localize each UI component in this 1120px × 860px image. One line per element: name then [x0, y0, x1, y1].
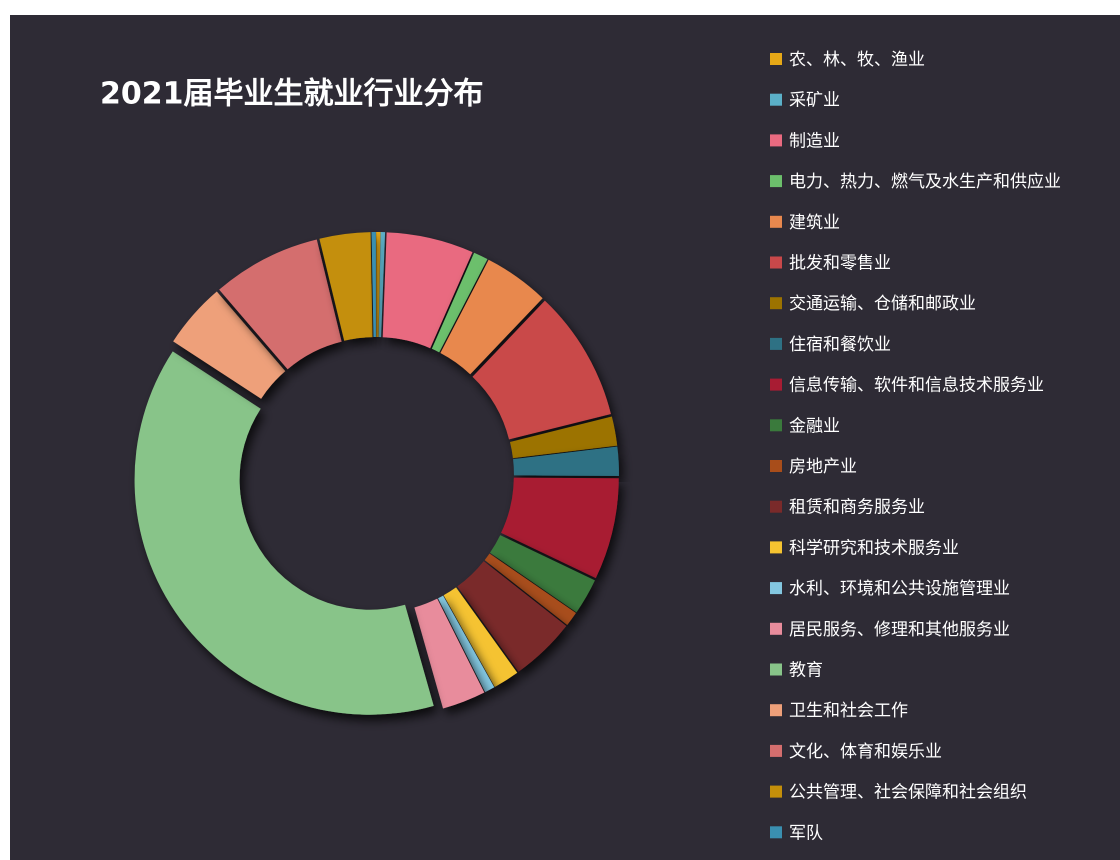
legend-label: 居民服务、修理和其他服务业: [789, 620, 1010, 640]
slice: [173, 291, 286, 399]
slice: [414, 598, 485, 709]
slice: [378, 232, 386, 338]
slice: [501, 477, 619, 579]
slice: [472, 300, 611, 440]
slice: [484, 553, 576, 625]
legend-label: 交通运输、仓储和邮政业: [789, 294, 976, 314]
legend-label: 房地产业: [789, 457, 857, 477]
donut: [134, 232, 619, 715]
legend-label: 信息传输、软件和信息技术服务业: [789, 376, 1044, 396]
legend-swatch: [770, 378, 782, 391]
legend: 农、林、牧、渔业采矿业制造业电力、热力、燃气及水生产和供应业建筑业批发和零售业交…: [770, 50, 1061, 843]
chart-title: 2021届毕业生就业行业分布: [100, 77, 484, 112]
legend-label: 文化、体育和娱乐业: [789, 742, 942, 762]
legend-swatch: [770, 93, 782, 106]
legend-swatch: [770, 53, 782, 65]
legend-swatch: [770, 785, 782, 798]
legend-swatch: [770, 460, 782, 472]
legend-label: 建筑业: [789, 213, 840, 233]
legend-label: 金融业: [789, 416, 840, 436]
legend-label: 卫生和社会工作: [789, 701, 908, 721]
slice: [457, 561, 567, 672]
legend-swatch: [770, 297, 782, 310]
legend-swatch: [770, 134, 782, 147]
legend-label: 科学研究和技术服务业: [789, 538, 959, 558]
slice: [443, 587, 518, 687]
legend-swatch: [770, 175, 782, 188]
slice: [489, 535, 595, 613]
legend-swatch: [770, 500, 782, 513]
legend-swatch: [770, 256, 782, 269]
slice: [513, 446, 619, 477]
slice: [376, 232, 381, 338]
legend-swatch: [770, 215, 782, 228]
slice: [371, 232, 376, 338]
legend-swatch: [770, 541, 782, 554]
legend-label: 采矿业: [789, 91, 840, 111]
slice: [440, 259, 543, 375]
slice: [319, 232, 373, 341]
legend-swatch: [770, 337, 782, 350]
legend-label: 电力、热力、燃气及水生产和供应业: [789, 172, 1061, 192]
slice: [219, 239, 342, 370]
slice: [134, 351, 434, 715]
legend-label: 水利、环境和公共设施管理业: [789, 579, 1010, 599]
legend-swatch: [770, 582, 782, 595]
legend-swatch: [770, 744, 782, 757]
slice: [438, 595, 495, 693]
slice: [382, 232, 473, 349]
legend-label: 租赁和商务服务业: [789, 498, 925, 518]
legend-label: 农、林、牧、渔业: [789, 50, 925, 70]
legend-swatch: [770, 663, 782, 676]
legend-label: 制造业: [789, 131, 840, 151]
legend-label: 公共管理、社会保障和社会组织: [789, 783, 1027, 803]
legend-swatch: [770, 419, 782, 432]
legend-swatch: [770, 826, 782, 839]
legend-label: 教育: [789, 661, 823, 681]
legend-swatch: [770, 704, 782, 717]
legend-swatch: [770, 622, 782, 635]
legend-label: 住宿和餐饮业: [789, 335, 891, 355]
slice: [431, 252, 488, 353]
slice: [509, 416, 618, 459]
legend-label: 批发和零售业: [789, 254, 891, 274]
legend-label: 军队: [789, 823, 823, 843]
